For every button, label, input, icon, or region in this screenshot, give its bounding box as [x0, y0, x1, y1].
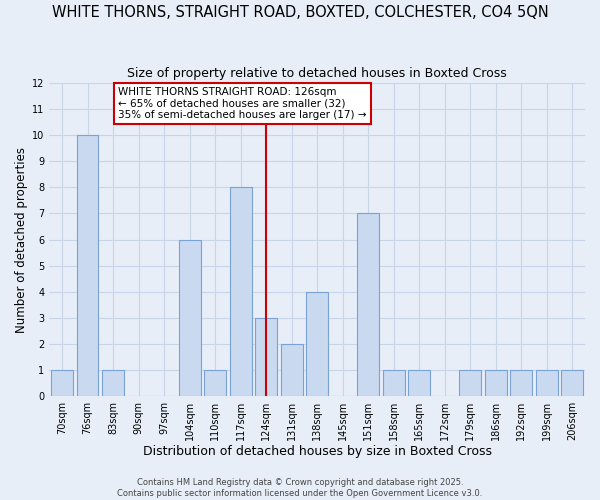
- Y-axis label: Number of detached properties: Number of detached properties: [15, 146, 28, 332]
- Bar: [536, 370, 557, 396]
- Title: Size of property relative to detached houses in Boxted Cross: Size of property relative to detached ho…: [127, 68, 507, 80]
- X-axis label: Distribution of detached houses by size in Boxted Cross: Distribution of detached houses by size …: [143, 444, 492, 458]
- Text: Contains HM Land Registry data © Crown copyright and database right 2025.
Contai: Contains HM Land Registry data © Crown c…: [118, 478, 482, 498]
- Text: WHITE THORNS, STRAIGHT ROAD, BOXTED, COLCHESTER, CO4 5QN: WHITE THORNS, STRAIGHT ROAD, BOXTED, COL…: [52, 5, 548, 20]
- Bar: [383, 370, 404, 396]
- Bar: [179, 240, 200, 396]
- Bar: [230, 188, 251, 396]
- Bar: [307, 292, 328, 396]
- Bar: [358, 214, 379, 396]
- Bar: [77, 135, 98, 396]
- Bar: [511, 370, 532, 396]
- Bar: [256, 318, 277, 396]
- Bar: [460, 370, 481, 396]
- Bar: [281, 344, 302, 396]
- Bar: [562, 370, 583, 396]
- Text: WHITE THORNS STRAIGHT ROAD: 126sqm
← 65% of detached houses are smaller (32)
35%: WHITE THORNS STRAIGHT ROAD: 126sqm ← 65%…: [118, 87, 367, 120]
- Bar: [205, 370, 226, 396]
- Bar: [409, 370, 430, 396]
- Bar: [485, 370, 506, 396]
- Bar: [103, 370, 124, 396]
- Bar: [52, 370, 73, 396]
